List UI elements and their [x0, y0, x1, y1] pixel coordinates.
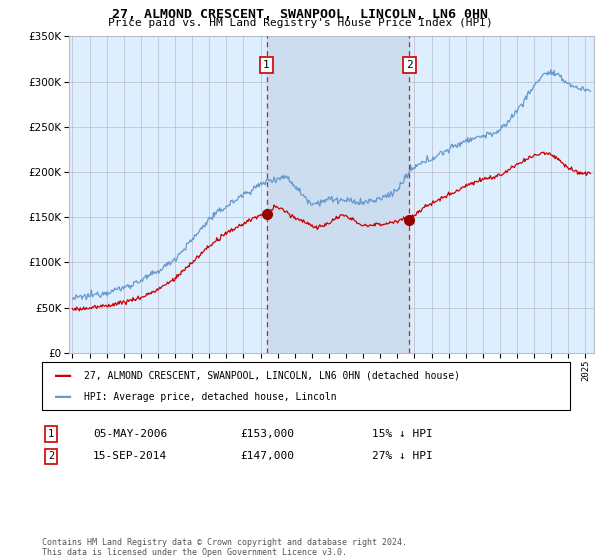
Text: 1: 1	[48, 429, 54, 439]
Text: 2: 2	[48, 451, 54, 461]
Text: 27, ALMOND CRESCENT, SWANPOOL, LINCOLN, LN6 0HN (detached house): 27, ALMOND CRESCENT, SWANPOOL, LINCOLN, …	[84, 371, 460, 381]
Text: Price paid vs. HM Land Registry's House Price Index (HPI): Price paid vs. HM Land Registry's House …	[107, 18, 493, 28]
Text: 27, ALMOND CRESCENT, SWANPOOL, LINCOLN, LN6 0HN: 27, ALMOND CRESCENT, SWANPOOL, LINCOLN, …	[112, 8, 488, 21]
Text: —: —	[54, 367, 72, 385]
Text: 1: 1	[263, 60, 270, 70]
Text: 27% ↓ HPI: 27% ↓ HPI	[372, 451, 433, 461]
Text: —: —	[54, 388, 72, 405]
Text: £147,000: £147,000	[240, 451, 294, 461]
Bar	[266, 36, 409, 353]
Text: £153,000: £153,000	[240, 429, 294, 439]
Text: 2: 2	[406, 60, 413, 70]
Text: 15-SEP-2014: 15-SEP-2014	[93, 451, 167, 461]
Text: HPI: Average price, detached house, Lincoln: HPI: Average price, detached house, Linc…	[84, 391, 337, 402]
Text: 05-MAY-2006: 05-MAY-2006	[93, 429, 167, 439]
Text: 15% ↓ HPI: 15% ↓ HPI	[372, 429, 433, 439]
Text: Contains HM Land Registry data © Crown copyright and database right 2024.
This d: Contains HM Land Registry data © Crown c…	[42, 538, 407, 557]
